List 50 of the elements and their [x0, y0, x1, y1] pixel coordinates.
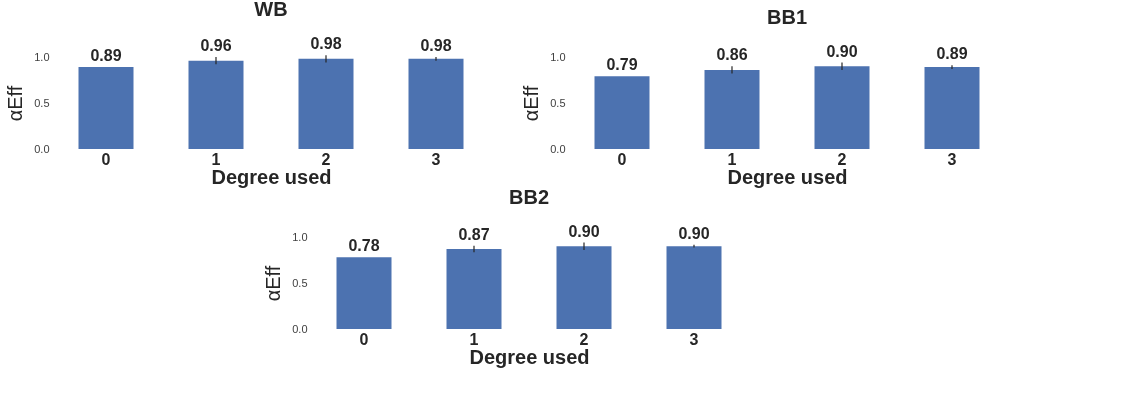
- x-tick-label: 0: [617, 150, 627, 168]
- data-label: 0.98: [310, 35, 342, 53]
- y-tick-label: 1.0: [34, 50, 50, 63]
- x-tick-label: 0: [101, 150, 111, 168]
- data-label: 0.89: [90, 47, 122, 65]
- y-axis-title: αEff: [520, 85, 543, 122]
- data-label: 0.96: [200, 37, 232, 54]
- data-label: 0.90: [568, 222, 600, 240]
- y-tick-label: 0.0: [292, 322, 308, 335]
- data-label: 0.90: [678, 224, 710, 242]
- x-tick-label: 3: [947, 150, 957, 168]
- chart-title: BB2: [508, 185, 550, 208]
- x-tick-label: 3: [431, 150, 441, 168]
- bar: [594, 76, 650, 149]
- bar: [814, 66, 870, 149]
- x-tick-label: 2: [579, 330, 589, 348]
- x-tick-label: 2: [321, 150, 331, 168]
- data-label: 0.86: [716, 46, 748, 64]
- y-tick-label: 0.5: [550, 96, 566, 109]
- y-axis-title: αEff: [4, 85, 27, 122]
- x-axis-title: Degree used: [211, 165, 332, 188]
- data-label: 0.98: [420, 37, 452, 54]
- y-tick-label: 0.5: [292, 276, 308, 289]
- x-tick-label: 1: [211, 150, 221, 168]
- data-label: 0.78: [348, 237, 380, 255]
- x-tick-label: 2: [837, 150, 847, 168]
- x-tick-label: 0: [359, 330, 369, 348]
- bar: [556, 246, 612, 329]
- y-tick-label: 0.5: [34, 96, 50, 109]
- bar: [704, 69, 760, 149]
- chart-title: BB1: [766, 5, 808, 28]
- data-label: 0.89: [936, 45, 968, 63]
- chart-title: WB: [254, 0, 288, 21]
- x-axis-title: Degree used: [469, 345, 590, 368]
- data-label: 0.87: [458, 225, 490, 243]
- y-tick-label: 0.0: [34, 142, 50, 155]
- data-label: 0.79: [606, 56, 638, 74]
- bar: [924, 67, 980, 149]
- x-tick-label: 3: [689, 330, 699, 348]
- y-tick-label: 1.0: [550, 50, 566, 63]
- y-tick-label: 1.0: [292, 230, 308, 243]
- bar: [336, 257, 392, 329]
- bar: [666, 246, 722, 329]
- x-tick-label: 1: [727, 150, 737, 168]
- y-axis-title: αEff: [262, 265, 285, 302]
- bar: [446, 248, 502, 329]
- data-label: 0.90: [826, 42, 858, 60]
- x-tick-label: 1: [469, 330, 479, 348]
- y-tick-label: 0.0: [550, 142, 566, 155]
- x-axis-title: Degree used: [727, 165, 848, 188]
